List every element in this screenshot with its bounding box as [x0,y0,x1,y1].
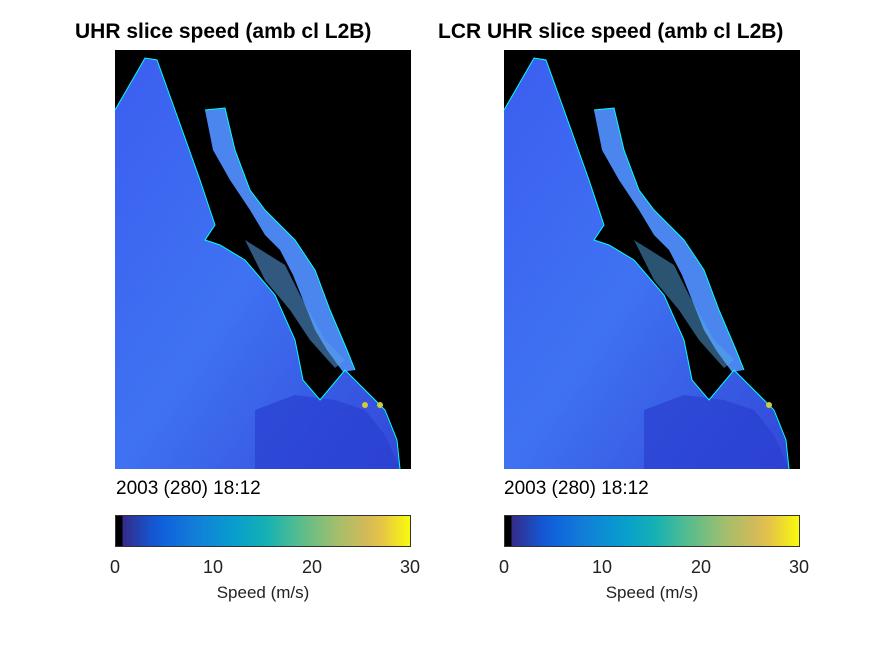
colorbar-left [115,515,411,547]
colorbar-tick-left-20: 20 [301,557,323,577]
gulf-region [205,108,355,372]
colorbar-label-right: Speed (m/s) [605,583,699,602]
panel-title-left: UHR slice speed (amb cl L2B) [75,20,372,43]
gulf-region [594,108,744,372]
panel-title-right: LCR UHR slice speed (amb cl L2B) [438,20,784,43]
colorbar-tick-left-0: 0 [109,557,121,577]
colorbar-tick-left-30: 30 [399,557,421,577]
shelf-region [245,240,345,368]
dark-region [255,395,400,469]
colorbar-tick-right-0: 0 [498,557,510,577]
colorbar-right [504,515,800,547]
shelf-region [634,240,734,368]
coastline [504,57,790,469]
colorbar-tick-right-10: 10 [591,557,613,577]
coastline-gulf [204,107,356,371]
date-label-left: 2003 (280) 18:12 [116,478,261,499]
colorbar-label-left: Speed (m/s) [216,583,310,602]
colorbar-tick-left-10: 10 [202,557,224,577]
colorbar-tick-right-20: 20 [690,557,712,577]
speed-map-left [115,50,411,469]
coastline [115,57,401,469]
colorbar-tick-right-30: 30 [788,557,810,577]
dark-region [644,395,789,469]
date-label-right: 2003 (280) 18:12 [504,478,649,499]
ocean-region [504,58,789,469]
ocean-region [115,58,400,469]
speed-map-right [504,50,800,469]
coastline-gulf [593,107,745,371]
